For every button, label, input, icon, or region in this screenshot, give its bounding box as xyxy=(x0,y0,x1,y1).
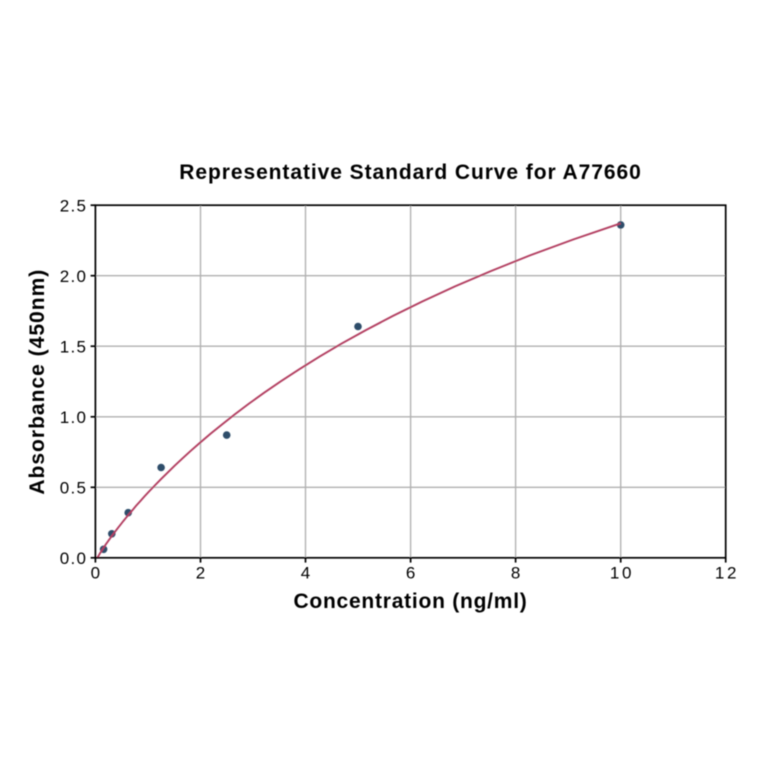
svg-text:0.0: 0.0 xyxy=(60,549,88,568)
svg-text:2.5: 2.5 xyxy=(60,196,88,215)
svg-text:10: 10 xyxy=(610,564,634,583)
svg-text:4: 4 xyxy=(301,564,310,583)
svg-text:0.5: 0.5 xyxy=(60,478,88,497)
svg-text:6: 6 xyxy=(406,564,415,583)
svg-text:Concentration (ng/ml): Concentration (ng/ml) xyxy=(293,590,527,613)
svg-text:2.0: 2.0 xyxy=(60,267,88,286)
svg-text:Absorbance (450nm): Absorbance (450nm) xyxy=(26,269,49,495)
svg-text:0: 0 xyxy=(91,564,100,583)
svg-text:8: 8 xyxy=(511,564,520,583)
svg-text:Representative Standard Curve: Representative Standard Curve for A77660 xyxy=(179,161,641,184)
svg-text:2: 2 xyxy=(196,564,205,583)
svg-text:1.5: 1.5 xyxy=(60,337,88,356)
svg-text:12: 12 xyxy=(715,564,739,583)
svg-text:1.0: 1.0 xyxy=(60,408,88,427)
